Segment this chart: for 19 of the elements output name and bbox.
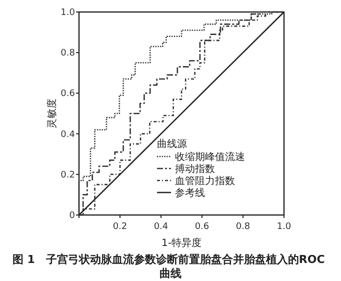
y-axis-title: 灵敏度 [46,98,58,128]
y-tick-label: 1.0 [60,8,76,18]
x-tick-label: 0.2 [112,222,128,232]
legend-title: 曲线源 [157,138,187,150]
text: 图 1 子宫弓状动脉血流参数诊断前置胎盘合并胎盘植入的ROC 曲线 [12,253,329,280]
x-tick-label: 0.8 [236,222,250,232]
x-tick-label: 1.0 [276,222,292,232]
y-tick-label: 0 [69,211,76,221]
legend-label: 搏动指数 [175,163,215,175]
y-tick-label: 0.8 [60,48,76,59]
x-axis-title: 1-特异度 [162,237,202,249]
legend-label: 参考线 [175,187,205,199]
x-tick-label: 0.4 [154,222,168,232]
legend-label: 收缩期峰值流速 [175,151,245,163]
y-tick-label: 0.6 [60,89,76,100]
x-tick-label: 0.6 [194,222,210,232]
y-tick-label: 0.4 [60,130,76,140]
y-tick-label: 0.2 [60,170,75,180]
legend-label: 血管阻力指数 [175,175,235,187]
